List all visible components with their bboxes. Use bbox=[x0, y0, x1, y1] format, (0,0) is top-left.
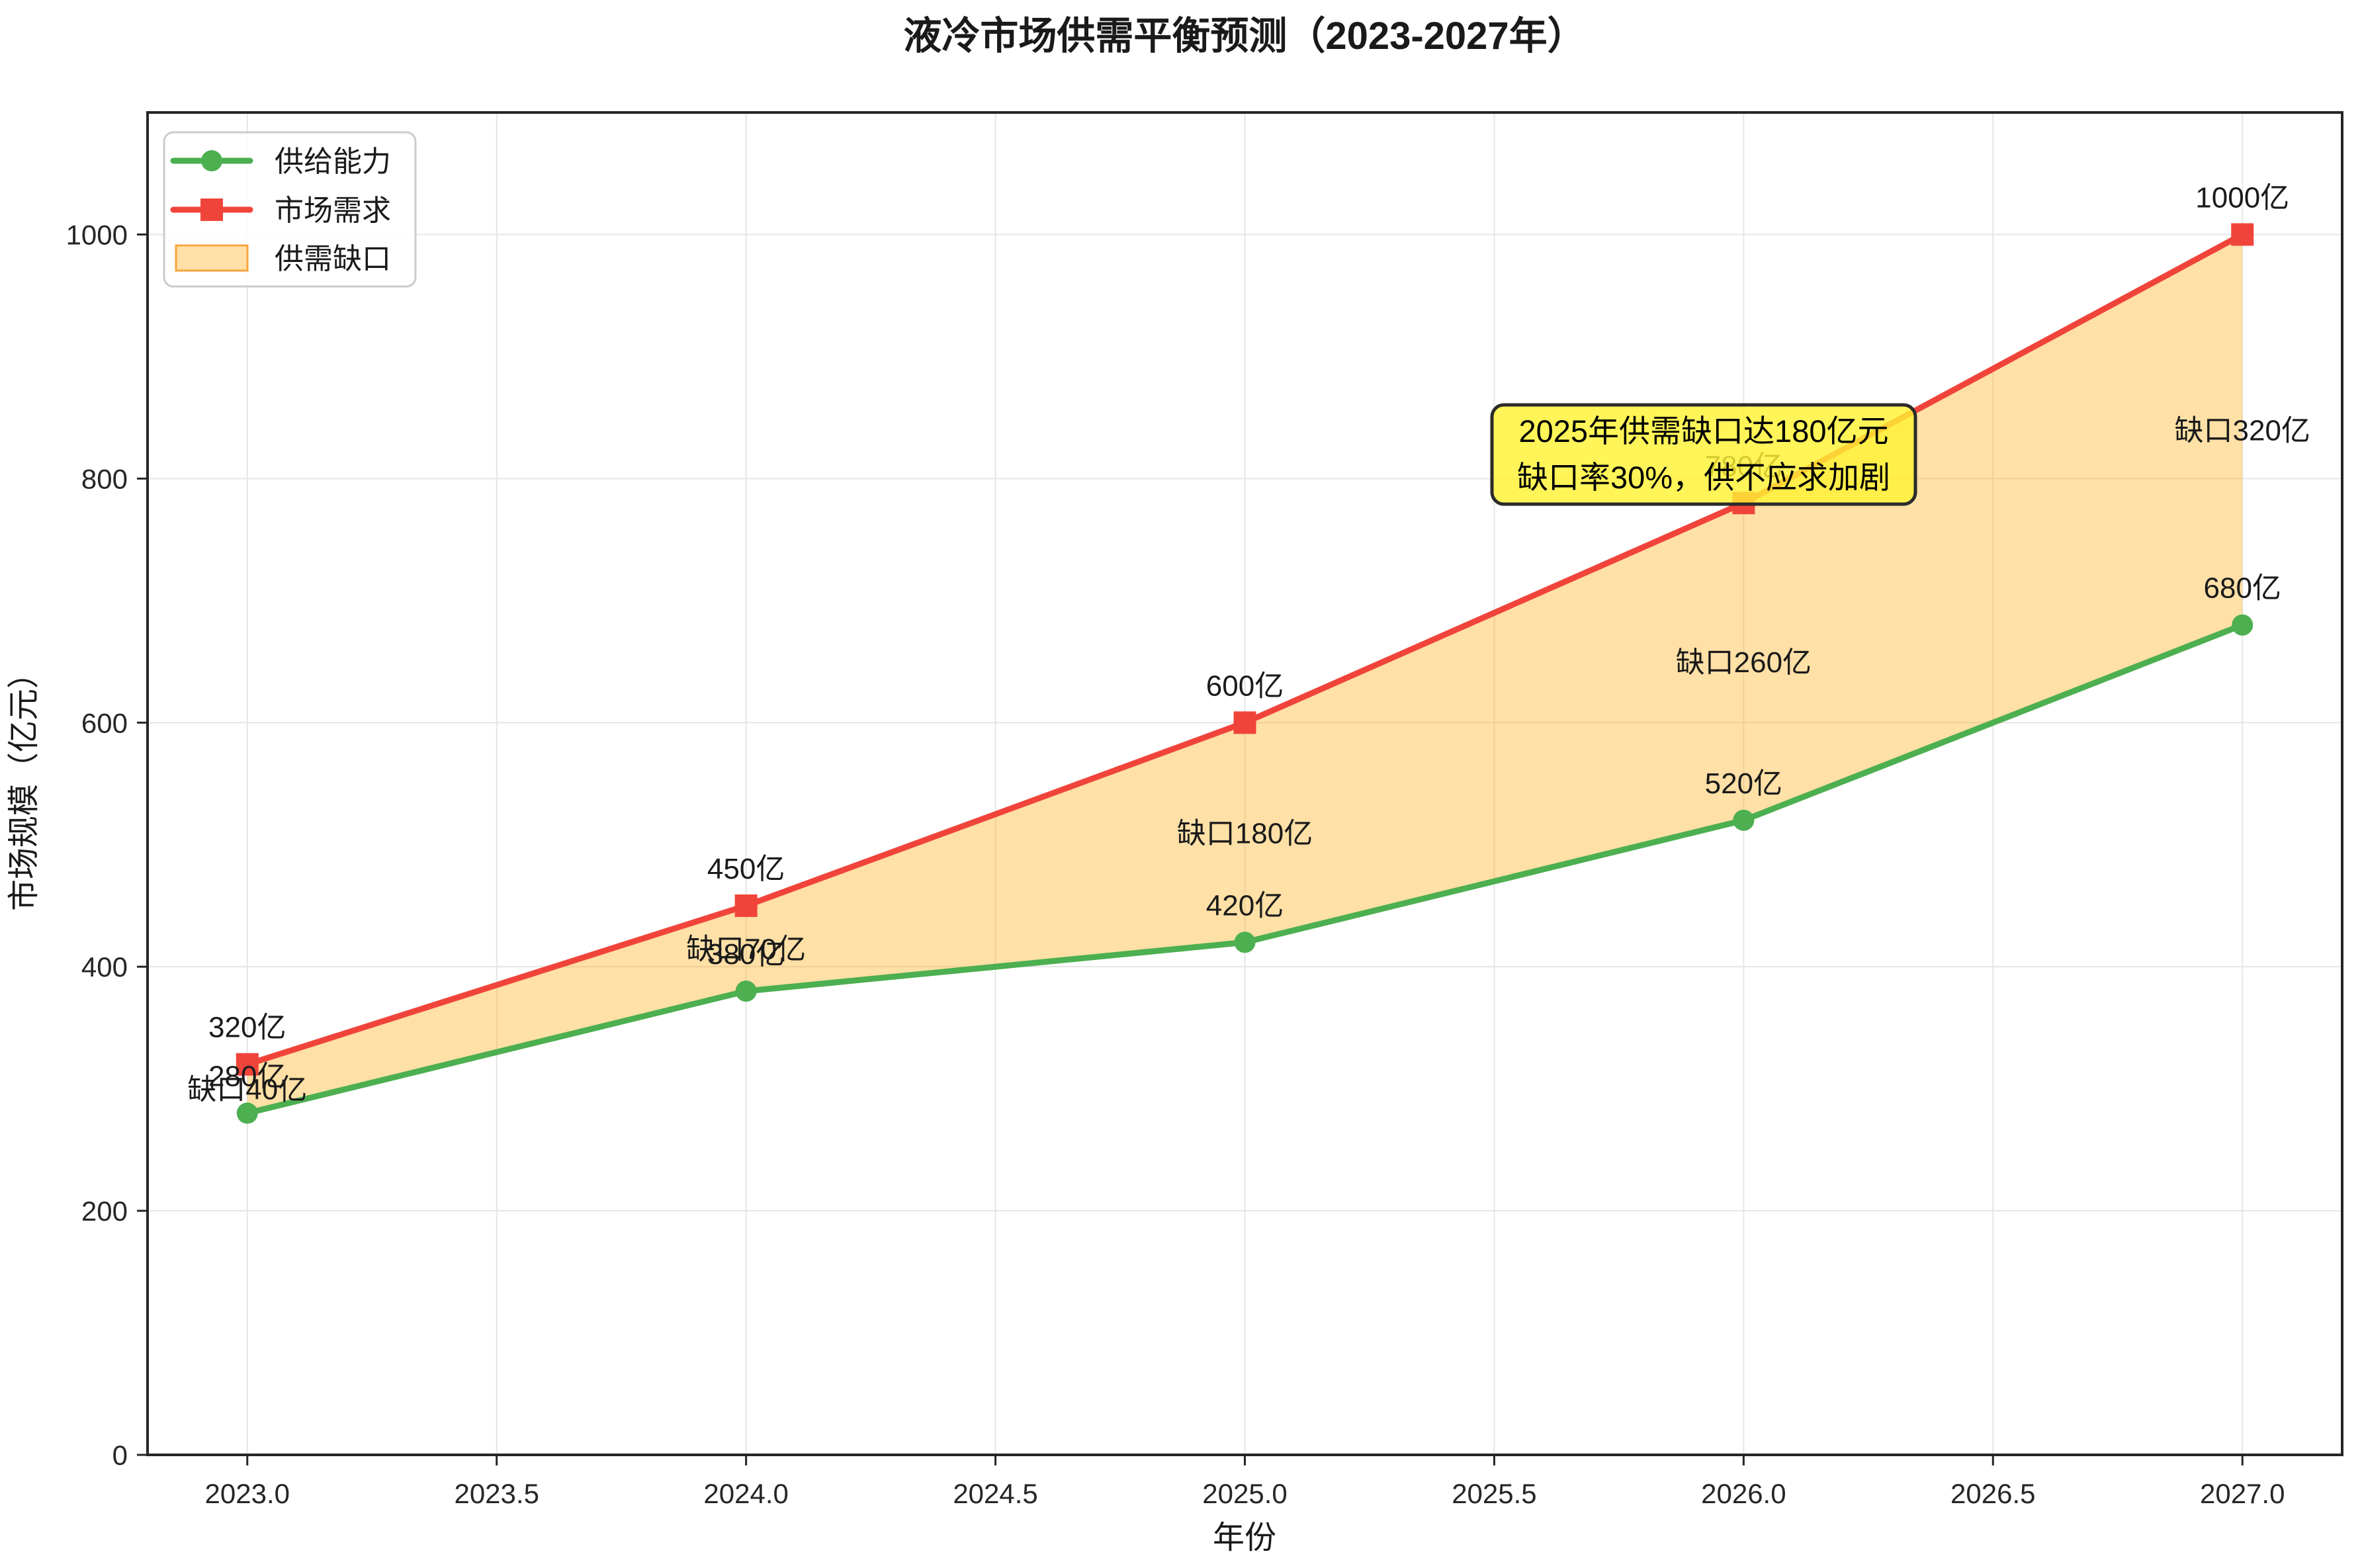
legend-frame bbox=[163, 131, 417, 288]
legend-demand-marker-icon bbox=[200, 198, 223, 221]
x-tick-label: 2023.0 bbox=[205, 1478, 290, 1509]
supply-point-label: 280亿 bbox=[208, 1061, 286, 1093]
demand-point-label: 1000亿 bbox=[2195, 181, 2289, 214]
x-tick-label: 2027.0 bbox=[2200, 1478, 2285, 1509]
demand-marker bbox=[734, 894, 758, 917]
supply-marker bbox=[1733, 809, 1755, 831]
legend-gap-patch-icon bbox=[175, 244, 249, 272]
supply-point-label: 520亿 bbox=[1705, 767, 1782, 800]
demand-marker bbox=[1233, 711, 1256, 734]
legend-entry-label: 市场需求 bbox=[275, 195, 391, 227]
gap-label: 缺口260亿 bbox=[1676, 646, 1812, 679]
x-tick-label: 2026.0 bbox=[1701, 1478, 1786, 1509]
supply-point-label: 680亿 bbox=[2204, 572, 2281, 605]
x-tick-label: 2025.5 bbox=[1452, 1478, 1536, 1509]
y-tick-label: 0 bbox=[112, 1440, 128, 1471]
demand-point-label: 320亿 bbox=[208, 1012, 286, 1044]
legend-supply-marker-icon bbox=[201, 150, 222, 171]
x-tick-label: 2024.0 bbox=[703, 1478, 788, 1509]
demand-marker bbox=[2231, 223, 2254, 246]
y-tick-label: 800 bbox=[81, 463, 128, 494]
x-tick-label: 2025.0 bbox=[1202, 1478, 1287, 1509]
legend-entry-label: 供需缺口 bbox=[275, 243, 391, 275]
y-tick-label: 600 bbox=[81, 707, 128, 738]
supply-marker bbox=[1234, 932, 1256, 953]
gap-label: 缺口40亿 bbox=[187, 1074, 307, 1106]
supply-marker bbox=[735, 980, 757, 1002]
supply-marker bbox=[2232, 614, 2253, 636]
demand-point-label: 600亿 bbox=[1206, 670, 1284, 702]
chart-title: 液冷市场供需平衡预测（2023-2027年） bbox=[903, 15, 1585, 58]
demand-point-label: 450亿 bbox=[707, 853, 785, 885]
x-tick-label: 2023.5 bbox=[454, 1478, 539, 1509]
legend-entry-label: 供给能力 bbox=[275, 146, 391, 178]
x-tick-label: 2026.5 bbox=[1950, 1478, 2035, 1509]
annotation-box bbox=[1490, 403, 1917, 506]
x-axis-label: 年份 bbox=[1213, 1520, 1276, 1555]
supply-point-label: 380亿 bbox=[707, 938, 785, 971]
gap-label: 缺口320亿 bbox=[2175, 415, 2310, 447]
annotation-text-line: 缺口率30%，供不应求加剧 bbox=[1517, 460, 1890, 495]
y-tick-label: 200 bbox=[81, 1196, 128, 1227]
y-tick-label: 1000 bbox=[66, 219, 128, 250]
x-tick-label: 2024.5 bbox=[953, 1478, 1037, 1509]
annotation-text-line: 2025年供需缺口达180亿元 bbox=[1519, 414, 1889, 449]
gap-label: 缺口180亿 bbox=[1177, 817, 1313, 849]
demand-marker bbox=[236, 1053, 259, 1076]
y-axis-label: 市场规模（亿元） bbox=[7, 657, 42, 911]
supply-point-label: 420亿 bbox=[1206, 889, 1284, 922]
supply-marker bbox=[236, 1102, 258, 1124]
plot-area: 280亿380亿420亿520亿680亿320亿450亿600亿780亿1000… bbox=[66, 111, 2343, 1509]
gap-label: 缺口70亿 bbox=[686, 934, 806, 966]
y-tick-label: 400 bbox=[81, 951, 128, 982]
